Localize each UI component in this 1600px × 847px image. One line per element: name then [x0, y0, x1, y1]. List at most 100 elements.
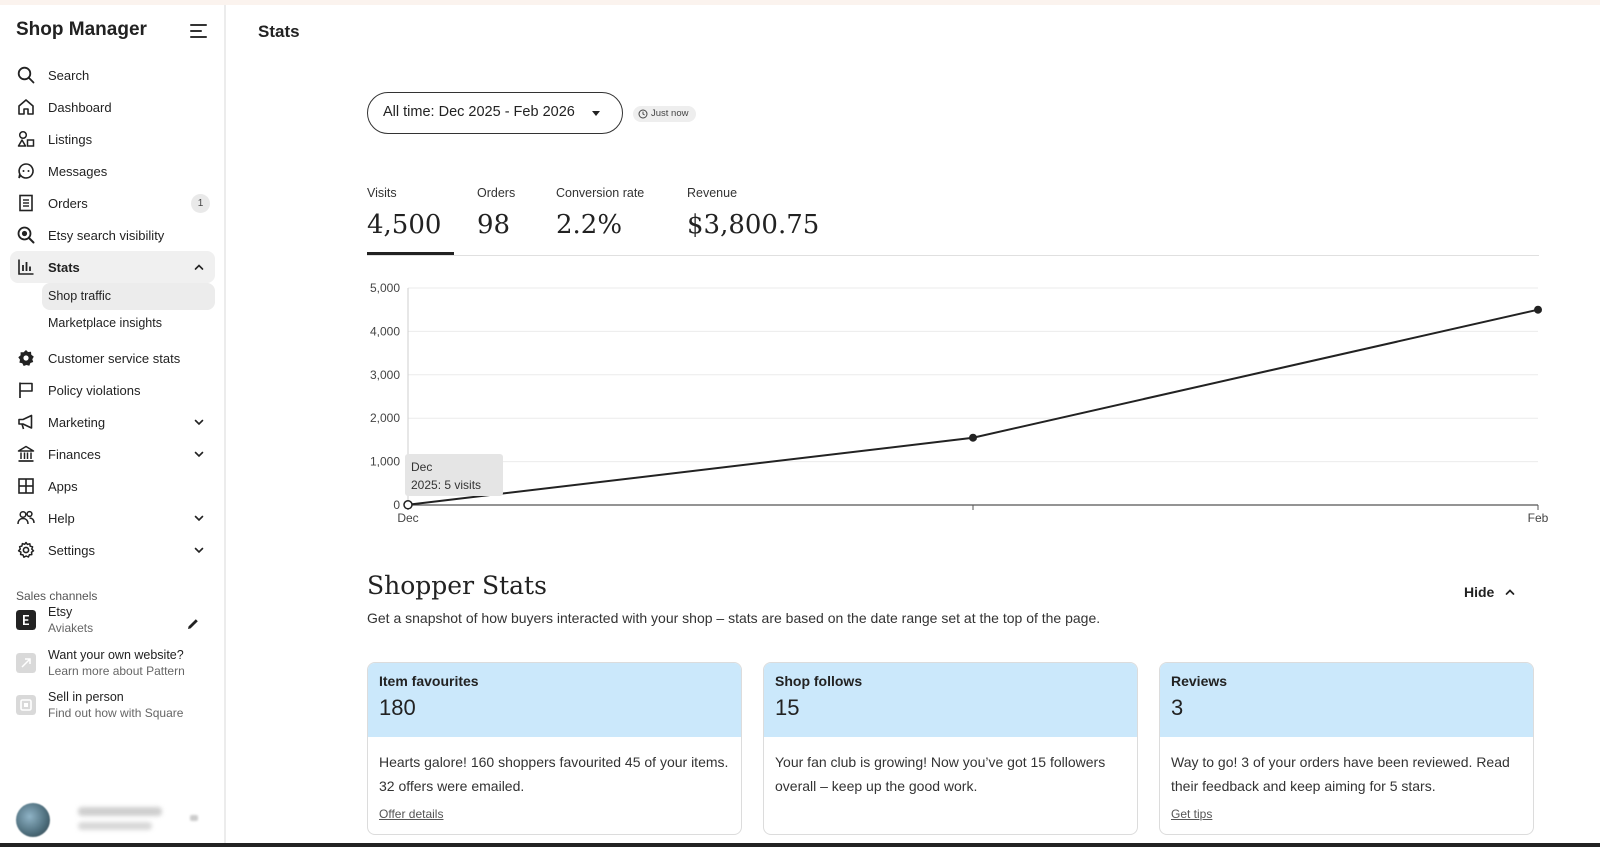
account-menu-icon[interactable] [190, 815, 198, 821]
gear-icon [17, 541, 35, 558]
card-value: 180 [379, 695, 416, 720]
chevron-down-icon[interactable] [193, 448, 205, 460]
sidebar-item-dashboard[interactable]: Dashboard [10, 91, 215, 123]
date-range-label: All time: Dec 2025 - Feb 2026 [383, 104, 575, 120]
page-title: Stats [258, 22, 300, 41]
channel-title: Want your own website? [48, 648, 184, 662]
sidebar-item-listings[interactable]: Listings [10, 123, 215, 155]
metric-tab-orders[interactable]: Orders 98 [477, 186, 515, 240]
shopper-stats-description: Get a snapshot of how buyers interacted … [367, 610, 1101, 626]
card-header: Shop follows 15 [764, 663, 1137, 737]
tooltip-line-1: Dec [411, 460, 433, 474]
user-account[interactable] [12, 803, 212, 843]
date-range-selector[interactable]: All time: Dec 2025 - Feb 2026 [367, 92, 623, 134]
sidebar-subitem-label: Marketplace insights [48, 316, 162, 330]
sidebar-item-policy-violations[interactable]: Policy violations [10, 374, 215, 406]
card-item-favourites: Item favourites 180 Hearts galore! 160 s… [367, 662, 742, 835]
series-line [407, 308, 1539, 506]
sidebar-item-apps[interactable]: Apps [10, 470, 215, 502]
sidebar-item-label: Orders [48, 195, 88, 211]
data-point [1534, 305, 1542, 314]
data-point [969, 433, 977, 442]
card-shop-follows: Shop follows 15 Your fan club is growing… [763, 662, 1138, 835]
metric-value: 4,500 [367, 210, 442, 240]
sidebar-item-label: Apps [48, 478, 78, 494]
sidebar-item-label: Finances [48, 446, 101, 462]
chevron-down-icon[interactable] [193, 512, 205, 524]
sidebar-item-label: Listings [48, 131, 93, 147]
bottom-border [0, 843, 1600, 847]
card-body: Hearts galore! 160 shoppers favourited 4… [379, 754, 729, 794]
metric-value: 2.2% [556, 210, 623, 240]
chevron-down-icon[interactable] [193, 416, 205, 428]
bank-icon [17, 445, 35, 462]
sidebar-item-search-visibility[interactable]: Etsy search visibility [10, 219, 215, 251]
y-tick-label: 1,000 [370, 455, 400, 469]
metric-tab-revenue[interactable]: Revenue $3,800.75 [687, 186, 819, 240]
card-body: Your fan club is growing! Now you’ve got… [775, 754, 1106, 794]
tooltip-line-2: 2025: 5 visits [411, 478, 482, 492]
sidebar-item-stats[interactable]: Stats [10, 251, 215, 283]
channel-subtitle: Aviakets [48, 621, 94, 635]
sidebar-item-orders[interactable]: Orders 1 [10, 187, 215, 219]
card-header: Item favourites 180 [368, 663, 741, 737]
card-body: Way to go! 3 of your orders have been re… [1171, 754, 1510, 794]
caret-down-icon [592, 111, 600, 116]
people-icon [17, 510, 35, 525]
sidebar-subitem-shop-traffic[interactable]: Shop traffic [42, 283, 215, 310]
sales-channels-heading: Sales channels [16, 589, 98, 603]
sidebar-item-marketing[interactable]: Marketing [10, 406, 215, 438]
sidebar-item-help[interactable]: Help [10, 502, 215, 534]
y-tick-label: 4,000 [370, 324, 400, 338]
card-title: Reviews [1171, 673, 1228, 689]
sidebar-item-label: Search [48, 67, 90, 83]
sidebar-item-label: Settings [48, 542, 95, 558]
metric-tab-conversion-rate[interactable]: Conversion rate 2.2% [556, 186, 644, 240]
app-title: Shop Manager [16, 19, 147, 40]
y-tick-label: 5,000 [370, 281, 400, 295]
sidebar-item-label: Etsy search visibility [48, 227, 165, 243]
x-tick-label: Feb [1528, 511, 1549, 525]
hide-label: Hide [1464, 584, 1495, 600]
shapes-icon [17, 130, 35, 147]
top-stripe [0, 0, 1600, 5]
card-value: 15 [775, 695, 800, 720]
chevron-down-icon[interactable] [193, 544, 205, 556]
bar-chart-icon [18, 259, 34, 275]
pencil-icon[interactable] [186, 617, 200, 631]
metric-label: Conversion rate [556, 186, 645, 200]
chat-icon [18, 163, 34, 179]
metric-label: Orders [477, 186, 516, 200]
sidebar-item-messages[interactable]: Messages [10, 155, 215, 187]
clock-icon [638, 109, 648, 119]
offer-details-link[interactable]: Offer details [379, 807, 444, 821]
search-icon [17, 66, 35, 84]
sidebar-nav: Search Dashboard Listings Messages Order… [10, 59, 215, 566]
channel-square[interactable]: Sell in person Find out how with Square [16, 690, 216, 726]
sidebar: Shop Manager Search Dashboard Listings M… [0, 5, 226, 847]
blurred-shopname [78, 822, 152, 830]
card-reviews: Reviews 3 Way to go! 3 of your orders ha… [1159, 662, 1534, 835]
get-tips-link[interactable]: Get tips [1171, 807, 1213, 821]
sidebar-item-customer-service-stats[interactable]: Customer service stats [10, 342, 215, 374]
updated-text: Just now [651, 108, 689, 119]
metric-tab-visits[interactable]: Visits 4,500 [367, 186, 455, 255]
hide-button[interactable]: Hide [1464, 584, 1516, 600]
channel-etsy[interactable]: Etsy Aviakets [16, 605, 216, 641]
channel-pattern[interactable]: Want your own website? Learn more about … [16, 648, 216, 684]
sidebar-item-label: Marketing [48, 414, 106, 430]
card-title: Shop follows [775, 673, 863, 689]
data-point-highlighted [403, 500, 413, 510]
chevron-up-icon[interactable] [193, 261, 205, 273]
megaphone-icon [18, 414, 33, 430]
sidebar-item-label: Customer service stats [48, 350, 181, 366]
search-visibility-icon [17, 226, 35, 244]
sidebar-item-settings[interactable]: Settings [10, 534, 215, 566]
menu-icon[interactable] [190, 24, 208, 38]
sidebar-item-search[interactable]: Search [10, 59, 215, 91]
blurred-username [78, 807, 162, 816]
orders-count-badge: 1 [191, 194, 210, 213]
sidebar-subitem-marketplace-insights[interactable]: Marketplace insights [42, 310, 215, 337]
sidebar-item-finances[interactable]: Finances [10, 438, 215, 470]
metric-value: $3,800.75 [687, 210, 820, 240]
